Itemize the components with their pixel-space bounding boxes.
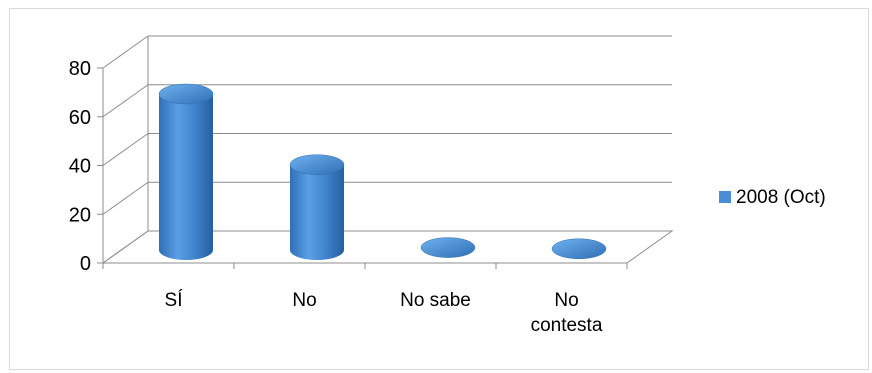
legend-swatch <box>719 191 731 203</box>
bar-top <box>289 154 345 175</box>
bar-3 <box>420 237 476 258</box>
gridline-side <box>102 35 149 69</box>
x-category-label: No sabe <box>400 290 471 311</box>
x-category-label: SÍ <box>165 290 184 311</box>
bar-body <box>159 94 213 260</box>
bar-top <box>420 237 476 258</box>
legend: 2008 (Oct) <box>719 187 826 208</box>
bar-body <box>290 164 344 260</box>
bar-4 <box>551 238 607 260</box>
y-tick-label: 40 <box>69 156 91 178</box>
axes <box>97 36 674 269</box>
y-tick-label: 20 <box>69 204 91 226</box>
x-category-label: No <box>292 290 316 311</box>
axis-labels: 0 20 40 60 80 SÍ No No sabe No contesta <box>69 58 603 336</box>
floor <box>101 230 674 264</box>
bar-1 <box>158 83 214 260</box>
bar-top <box>551 238 607 260</box>
legend-label: 2008 (Oct) <box>736 187 826 208</box>
gridline-side <box>102 84 149 118</box>
bar-2 <box>289 154 345 260</box>
y-tick-label: 0 <box>80 253 91 275</box>
bars <box>158 83 607 260</box>
x-category-label: No <box>554 290 578 311</box>
bar-top <box>158 83 214 105</box>
gridline-side <box>102 133 149 166</box>
chart-area <box>9 8 869 370</box>
y-tick-label: 60 <box>69 107 91 129</box>
gridline-side <box>102 181 149 215</box>
x-category-label: contesta <box>531 315 603 336</box>
y-tick-label: 80 <box>69 58 91 80</box>
